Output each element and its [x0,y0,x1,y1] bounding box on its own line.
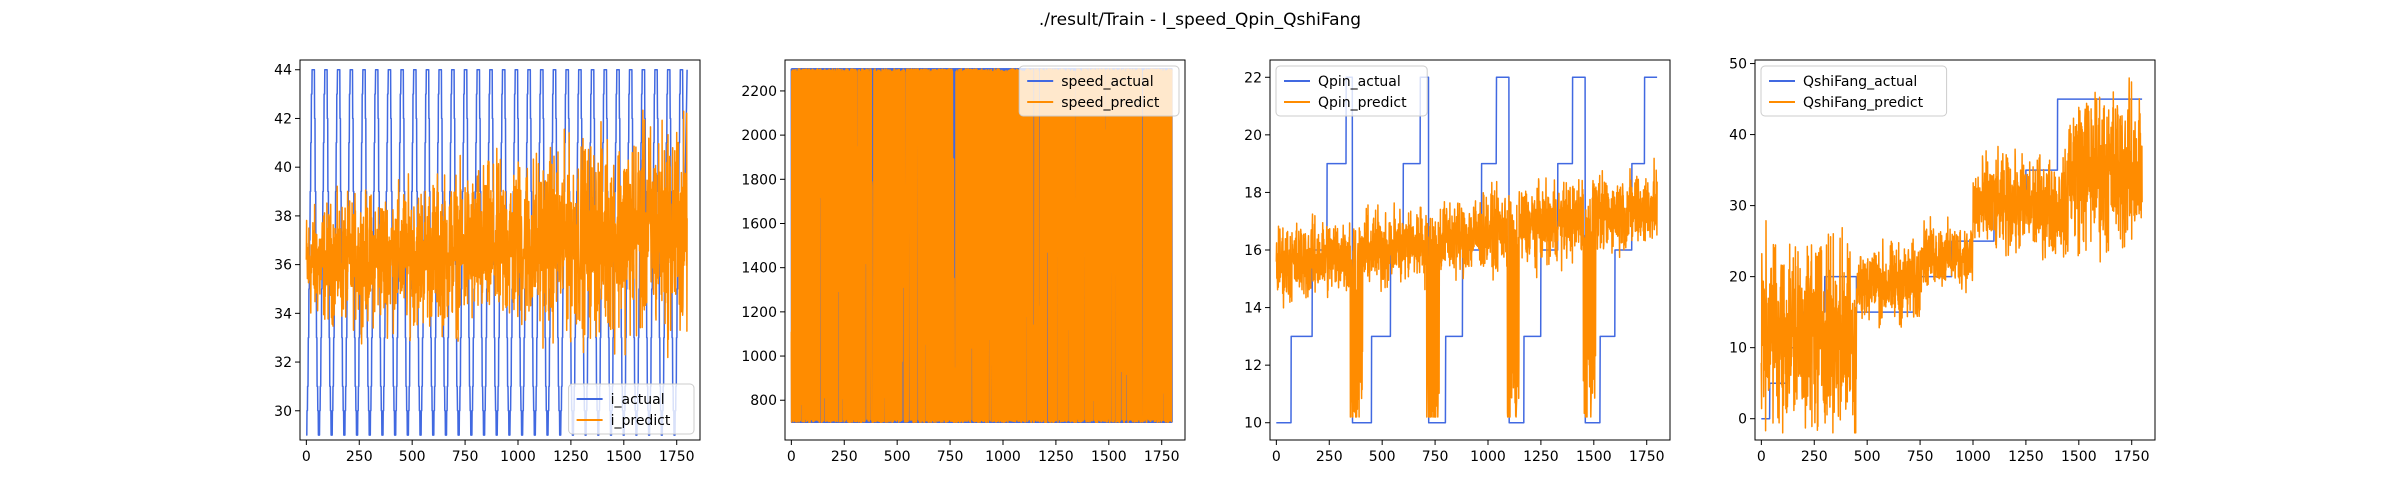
x-tick-label: 1250 [553,449,589,465]
y-tick-label: 14 [1244,301,1262,317]
y-tick-label: 10 [1729,341,1747,357]
x-tick-label: 0 [787,449,796,465]
y-tick-label: 38 [274,209,292,225]
plot-area [790,68,1173,424]
legend-label-speed_predict: speed_predict [1061,95,1160,111]
x-tick-label: 1750 [1629,449,1665,465]
figure-suptitle: ./result/Train - I_speed_Qpin_QshiFang [1039,10,1361,30]
plot-area [1275,76,1658,424]
x-tick-label: 1500 [2061,449,2097,465]
series-line-i_predict [305,109,688,359]
y-tick-label: 20 [1244,128,1262,144]
legend-box [1760,65,1948,117]
y-tick-label: 1800 [741,172,777,188]
x-tick-label: 1500 [606,449,642,465]
legend: i_actual i_predict [568,383,695,435]
legend-box [1018,65,1180,117]
x-tick-label: 250 [1316,449,1343,465]
y-tick-label: 32 [274,355,292,371]
y-tick-label: 40 [1729,128,1747,144]
x-tick-label: 500 [1854,449,1881,465]
x-tick-label: 1750 [2114,449,2150,465]
x-tick-label: 1250 [2008,449,2044,465]
legend: QshiFang_actual QshiFang_predict [1760,65,1948,117]
series-line-QshiFang_predict [1760,77,2143,434]
x-tick-label: 750 [452,449,479,465]
x-tick-label: 1500 [1091,449,1127,465]
series-line-speed_predict [790,68,1173,424]
x-tick-label: 1750 [1144,449,1180,465]
x-tick-label: 1500 [1576,449,1612,465]
y-tick-label: 16 [1244,243,1262,259]
subplot-2: 0 250 500 750 1000 1250 1500 1750 800 1000 1200 140… [741,59,1186,465]
y-tick-label: 18 [1244,185,1262,201]
y-tick-label: 2200 [741,84,777,100]
legend-box [1275,65,1428,117]
y-tick-label: 50 [1729,57,1747,73]
y-tick-label: 30 [1729,199,1747,215]
y-tick-label: 22 [1244,70,1262,86]
legend-label-Qpin_predict: Qpin_predict [1318,95,1407,111]
series-line-i_actual [305,68,688,436]
y-tick-label: 1200 [741,305,777,321]
x-tick-label: 1000 [1955,449,1991,465]
subplot-3: 0 250 500 750 1000 1250 1500 1750 10 12 14 16 18 20 22… [1244,59,1671,465]
plot-area [1760,77,2143,434]
y-tick-label: 42 [274,111,292,127]
x-tick-label: 1250 [1038,449,1074,465]
legend-label-i_predict: i_predict [611,413,671,429]
y-tick-label: 44 [274,63,292,79]
x-tick-label: 1000 [1470,449,1506,465]
y-tick-label: 34 [274,306,292,322]
x-tick-label: 1750 [659,449,695,465]
y-tick-label: 12 [1244,358,1262,374]
y-tick-label: 2000 [741,128,777,144]
legend: Qpin_actual Qpin_predict [1275,65,1428,117]
legend-label-speed_actual: speed_actual [1061,74,1153,90]
x-tick-label: 1250 [1523,449,1559,465]
y-tick-label: 30 [274,404,292,420]
legend-label-QshiFang_predict: QshiFang_predict [1803,95,1924,111]
y-tick-label: 20 [1729,270,1747,286]
x-tick-label: 0 [1757,449,1766,465]
series-line-Qpin_predict [1275,157,1658,418]
x-tick-label: 500 [884,449,911,465]
axes-frame [299,59,701,441]
x-tick-label: 0 [1272,449,1281,465]
legend-box [568,383,695,435]
x-tick-label: 250 [346,449,373,465]
y-tick-label: 0 [1738,412,1747,428]
subplots: 0 250 500 750 1000 1250 1500 175030323436384042… [274,57,2156,465]
legend-label-i_actual: i_actual [611,392,665,408]
y-tick-label: 1600 [741,216,777,232]
x-tick-label: 1000 [985,449,1021,465]
axes-frame [1754,59,2156,441]
y-tick-label: 1000 [741,349,777,365]
x-tick-label: 1000 [500,449,536,465]
x-tick-label: 750 [1422,449,1449,465]
subplot-4: 0 250 500 750 1000 1250 1500 1750 0 10 20 30 40 50 Qsh… [1729,57,2156,465]
x-tick-label: 250 [831,449,858,465]
subplot-1: 0 250 500 750 1000 1250 1500 1750 30 32 34 36 38 40 42… [274,59,701,465]
y-tick-label: 40 [274,160,292,176]
x-tick-label: 250 [1801,449,1828,465]
y-tick-label: 36 [274,258,292,274]
y-tick-label: 10 [1244,416,1262,432]
plot-area [305,68,688,436]
legend-label-QshiFang_actual: QshiFang_actual [1803,74,1917,90]
x-tick-label: 0 [302,449,311,465]
x-tick-label: 750 [937,449,964,465]
axes-frame [784,59,1186,441]
legend: speed_actual speed_predict [1018,65,1180,117]
y-tick-label: 800 [750,393,777,409]
x-tick-label: 750 [1907,449,1934,465]
x-tick-label: 500 [399,449,426,465]
x-tick-label: 500 [1369,449,1396,465]
legend-label-Qpin_actual: Qpin_actual [1318,74,1401,90]
y-tick-label: 1400 [741,261,777,277]
